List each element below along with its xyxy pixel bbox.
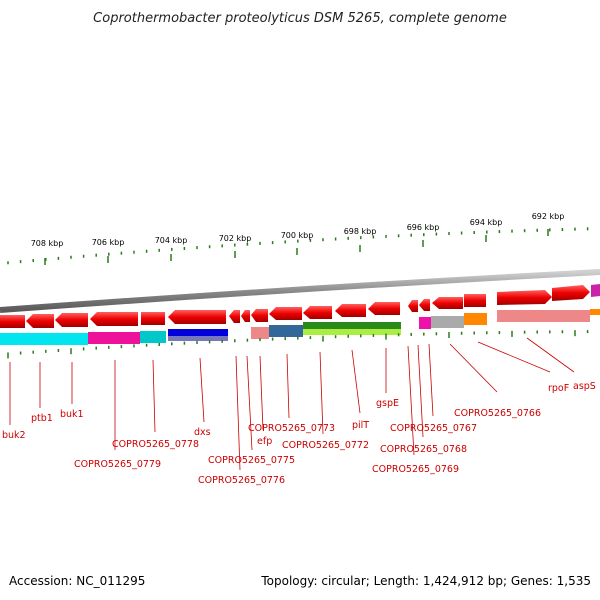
- gene-arrow: [0, 315, 25, 328]
- gene-arrow: [552, 285, 590, 301]
- cog-bar: [88, 332, 140, 344]
- genome-backbone: [0, 269, 600, 313]
- gene-arrow: [229, 310, 240, 323]
- gene-label: COPRO5265_0769: [372, 464, 459, 475]
- major-tick-702: 702 kbp: [219, 234, 252, 258]
- gene-label: dxs: [194, 427, 211, 438]
- gene-arrow: [303, 306, 332, 319]
- cog-bar: [590, 309, 600, 315]
- gene-label: efp: [257, 436, 272, 447]
- cog-bar: [419, 317, 431, 329]
- gene-label: COPRO5265_0766: [454, 408, 541, 419]
- gene-arrow: [90, 312, 138, 326]
- cog-bar: [303, 322, 401, 329]
- cog-bar: [140, 331, 166, 343]
- cog-bar: [269, 325, 303, 337]
- major-tick-692: 692 kbp: [532, 212, 565, 236]
- gene-arrow: [408, 300, 418, 312]
- gene-arrow: [168, 310, 226, 324]
- gene-label: buk1: [60, 409, 84, 420]
- major-tick-706: 706 kbp: [92, 238, 125, 263]
- cog-bar: [497, 310, 590, 322]
- cog-bar: [168, 336, 228, 341]
- gene-arrow: [141, 312, 165, 325]
- major-tick-704: 704 kbp: [155, 236, 188, 261]
- kbp-label-692: 692 kbp: [532, 212, 565, 221]
- gene-arrow: [335, 304, 366, 317]
- gene-labels: buk2 ptb1 buk1 COPRO5265_0779 COPRO5265_…: [2, 337, 596, 486]
- accession-text: Accession: NC_011295: [9, 574, 145, 588]
- kbp-label-704: 704 kbp: [155, 236, 188, 245]
- gene-label: gspE: [376, 398, 399, 409]
- gene-label: COPRO5265_0778: [112, 439, 199, 450]
- gene-label: rpoF: [548, 383, 569, 394]
- kbp-label-706: 706 kbp: [92, 238, 125, 247]
- major-tick-694: 694 kbp: [470, 218, 503, 242]
- gene-label: COPRO5265_0773: [248, 423, 335, 434]
- gene-arrow: [26, 314, 54, 328]
- gene-arrow: [55, 313, 88, 327]
- gene-arrow: [368, 302, 400, 315]
- gene-arrow: [591, 284, 600, 297]
- cog-bar: [0, 333, 88, 345]
- cog-bar: [168, 329, 228, 336]
- cog-bars: [0, 309, 600, 345]
- major-tick-708: 708 kbp: [31, 239, 64, 265]
- gene-arrow: [497, 290, 552, 305]
- map-title: Coprothermobacter proteolyticus DSM 5265…: [93, 11, 507, 26]
- lower-ticks: [7, 330, 589, 359]
- cog-bar: [464, 313, 487, 325]
- major-tick-700: 700 kbp: [281, 231, 314, 255]
- gene-label: COPRO5265_0775: [208, 455, 295, 466]
- gene-arrow: [464, 294, 486, 307]
- gene-arrow: [419, 299, 430, 311]
- gene-arrow: [251, 309, 268, 322]
- kbp-label-708: 708 kbp: [31, 239, 64, 248]
- gene-label: aspS: [573, 381, 596, 392]
- gene-arrow: [241, 310, 250, 322]
- gene-arrow: [269, 307, 302, 320]
- cog-bar: [251, 327, 269, 339]
- kbp-label-698: 698 kbp: [344, 227, 377, 236]
- cog-bar: [431, 316, 464, 328]
- gene-label: COPRO5265_0768: [380, 444, 467, 455]
- gene-label: COPRO5265_0779: [74, 459, 161, 470]
- topology-text: Topology: circular; Length: 1,424,912 bp…: [260, 574, 591, 588]
- kbp-label-694: 694 kbp: [470, 218, 503, 227]
- minor-ticks: [7, 227, 589, 265]
- gene-label: COPRO5265_0776: [198, 475, 285, 486]
- kbp-label-702: 702 kbp: [219, 234, 252, 243]
- gene-label: COPRO5265_0767: [390, 423, 477, 434]
- gene-label: buk2: [2, 430, 26, 441]
- gene-arrows: [0, 284, 600, 328]
- gene-label: pilT: [352, 420, 369, 431]
- gene-arrow: [432, 297, 463, 309]
- major-tick-696: 696 kbp: [407, 223, 440, 247]
- cog-bar: [303, 329, 401, 335]
- gene-label: ptb1: [31, 413, 53, 424]
- gene-label: COPRO5265_0772: [282, 440, 369, 451]
- coordinate-ticks: 708 kbp 706 kbp 704 kbp 702 kbp 700 kbp …: [7, 212, 589, 265]
- major-tick-698: 698 kbp: [344, 227, 377, 252]
- kbp-label-696: 696 kbp: [407, 223, 440, 232]
- kbp-label-700: 700 kbp: [281, 231, 314, 240]
